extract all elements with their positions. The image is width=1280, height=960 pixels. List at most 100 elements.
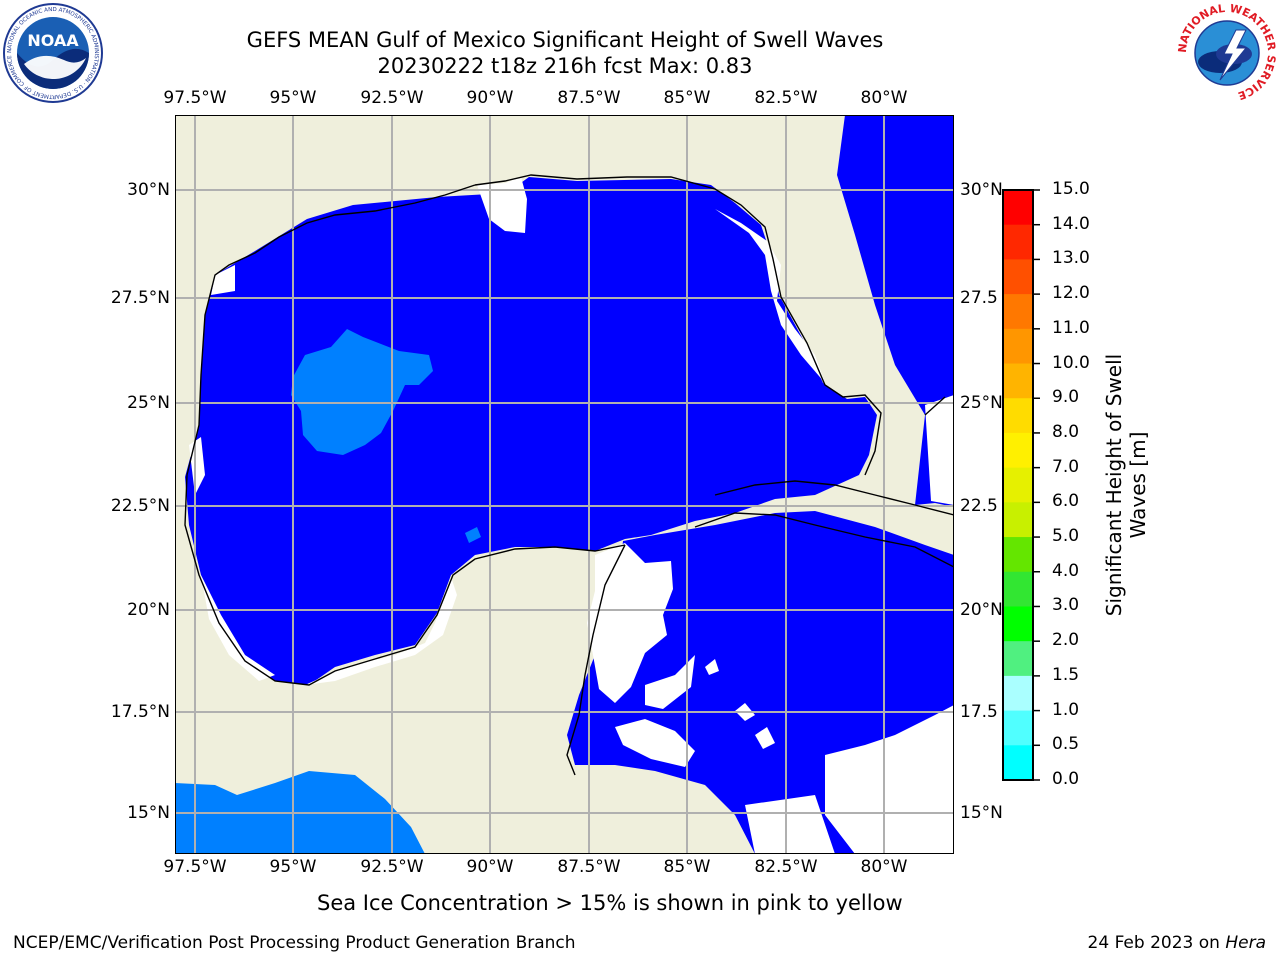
top-lon-label: 85°W (663, 88, 711, 108)
noaa-logo: NOAA NATIONAL OCEANIC AND ATMOSPHERIC AD… (1, 0, 103, 103)
left-lat-label: 27.5°N (110, 288, 170, 308)
colorbar-band (1003, 467, 1033, 503)
bottom-lon-label: 82.5°W (754, 857, 818, 877)
right-lat-label: 17.5 (960, 702, 998, 722)
bottom-lon-label: 90°W (466, 857, 514, 877)
colorbar-band (1003, 571, 1033, 607)
right-lat-label: 30°N (960, 180, 1003, 200)
colorbar-band (1003, 710, 1033, 746)
colorbar-tick-label: 7.0 (1052, 456, 1080, 477)
footer-host: Hera (1225, 933, 1266, 953)
colorbar-tick-label: 13.0 (1052, 248, 1090, 269)
colorbar-tick-label: 12.0 (1052, 283, 1090, 304)
colorbar-tick-label: 1.0 (1052, 699, 1080, 720)
footer-date: 24 Feb 2023 on (1087, 933, 1226, 953)
title-line-1: GEFS MEAN Gulf of Mexico Significant Hei… (246, 28, 884, 52)
colorbar-frame (1002, 189, 1034, 781)
bottom-lon-label: 85°W (663, 857, 711, 877)
top-lon-label: 82.5°W (754, 88, 818, 108)
colorbar-band (1003, 259, 1033, 295)
colorbar-band (1003, 190, 1033, 226)
colorbar (1002, 189, 1040, 781)
no-data-area (825, 705, 954, 854)
colorbar-tick-label: 1.5 (1052, 664, 1080, 685)
title-line-2: 20230222 t18z 216h fcst Max: 0.83 (377, 54, 753, 78)
gulf-water (185, 177, 877, 685)
colorbar-tick-label: 3.0 (1052, 595, 1080, 616)
colorbar-tick-label: 5.0 (1052, 526, 1080, 547)
graticule (175, 115, 954, 854)
swell-patch-small (465, 527, 481, 543)
right-lat-label: 15°N (960, 803, 1003, 823)
noaa-logo-text: NOAA (27, 31, 79, 50)
top-lon-label: 80°W (860, 88, 908, 108)
colorbar-band (1003, 398, 1033, 434)
colorbar-tick-label: 4.0 (1052, 560, 1080, 581)
bottom-lon-label: 87.5°W (557, 857, 621, 877)
left-lat-label: 30°N (127, 180, 170, 200)
right-lat-label: 20°N (960, 600, 1003, 620)
colorbar-tick-label: 8.0 (1052, 421, 1080, 442)
no-data-area (305, 577, 457, 685)
left-lat-label: 17.5°N (110, 702, 170, 722)
colorbar-title: Significant Height of Swell Waves [m] (1102, 315, 1150, 655)
left-lat-label: 22.5°N (110, 496, 170, 516)
colorbar-band (1003, 537, 1033, 573)
no-data-area (587, 543, 673, 703)
no-data-area (645, 655, 695, 709)
right-lat-label: 25°N (960, 393, 1003, 413)
right-lat-label: 27.5 (960, 288, 998, 308)
left-lat-label: 20°N (127, 600, 170, 620)
colorbar-tick-label: 6.0 (1052, 491, 1080, 512)
bottom-lon-label: 97.5°W (163, 857, 227, 877)
colorbar-band (1003, 294, 1033, 330)
colorbar-tick-label: 0.5 (1052, 734, 1080, 755)
colorbar-tick-label: 10.0 (1052, 352, 1090, 373)
colorbar-tick-label: 11.0 (1052, 317, 1090, 338)
atlantic-water (837, 115, 954, 507)
sea-ice-caption: Sea Ice Concentration > 15% is shown in … (317, 891, 903, 915)
colorbar-tick-label: 14.0 (1052, 213, 1090, 234)
no-data-area (201, 575, 275, 681)
colorbar-band (1003, 641, 1033, 677)
no-data-area (925, 395, 954, 505)
colorbar-tick-label: 15.0 (1052, 179, 1090, 199)
colorbar-band (1003, 502, 1033, 538)
footer-left: NCEP/EMC/Verification Post Processing Pr… (13, 933, 576, 953)
colorbar-tick-label: 0.0 (1052, 769, 1080, 789)
colorbar-band (1003, 363, 1033, 399)
colorbar-band (1003, 745, 1033, 781)
colorbar-band (1003, 675, 1033, 712)
no-data-area (211, 265, 235, 295)
colorbar-tick-label: 9.0 (1052, 387, 1080, 408)
colorbar-tick-label: 2.0 (1052, 630, 1080, 651)
bottom-lon-label: 92.5°W (360, 857, 424, 877)
no-data-area (705, 659, 719, 675)
colorbar-title-line-2: Waves [m] (1126, 431, 1150, 539)
footer-right: 24 Feb 2023 on Hera (1088, 933, 1266, 953)
no-data-area (615, 719, 695, 767)
right-lat-label: 22.5 (960, 496, 998, 516)
bottom-lon-label: 95°W (269, 857, 317, 877)
top-lon-label: 87.5°W (557, 88, 621, 108)
nws-logo: NATIONAL WEATHER SERVICE (1176, 2, 1278, 102)
colorbar-band (1003, 224, 1033, 260)
colorbar-band (1003, 328, 1033, 365)
no-data-area (755, 727, 775, 749)
top-lon-label: 97.5°W (163, 88, 227, 108)
coastlines (184, 174, 954, 776)
gulf-map (175, 115, 954, 854)
no-data-area (745, 795, 835, 854)
no-data-area (715, 209, 825, 383)
left-lat-label: 25°N (127, 393, 170, 413)
swell-patch-mid (291, 329, 433, 455)
colorbar-band (1003, 432, 1033, 469)
top-lon-label: 95°W (269, 88, 317, 108)
top-lon-label: 90°W (466, 88, 514, 108)
top-lon-label: 92.5°W (360, 88, 424, 108)
colorbar-title-line-1: Significant Height of Swell (1102, 353, 1126, 617)
colorbar-band (1003, 606, 1033, 642)
map-title: GEFS MEAN Gulf of Mexico Significant Hei… (0, 27, 1130, 79)
left-lat-label: 15°N (127, 803, 170, 823)
bottom-lon-label: 80°W (860, 857, 908, 877)
